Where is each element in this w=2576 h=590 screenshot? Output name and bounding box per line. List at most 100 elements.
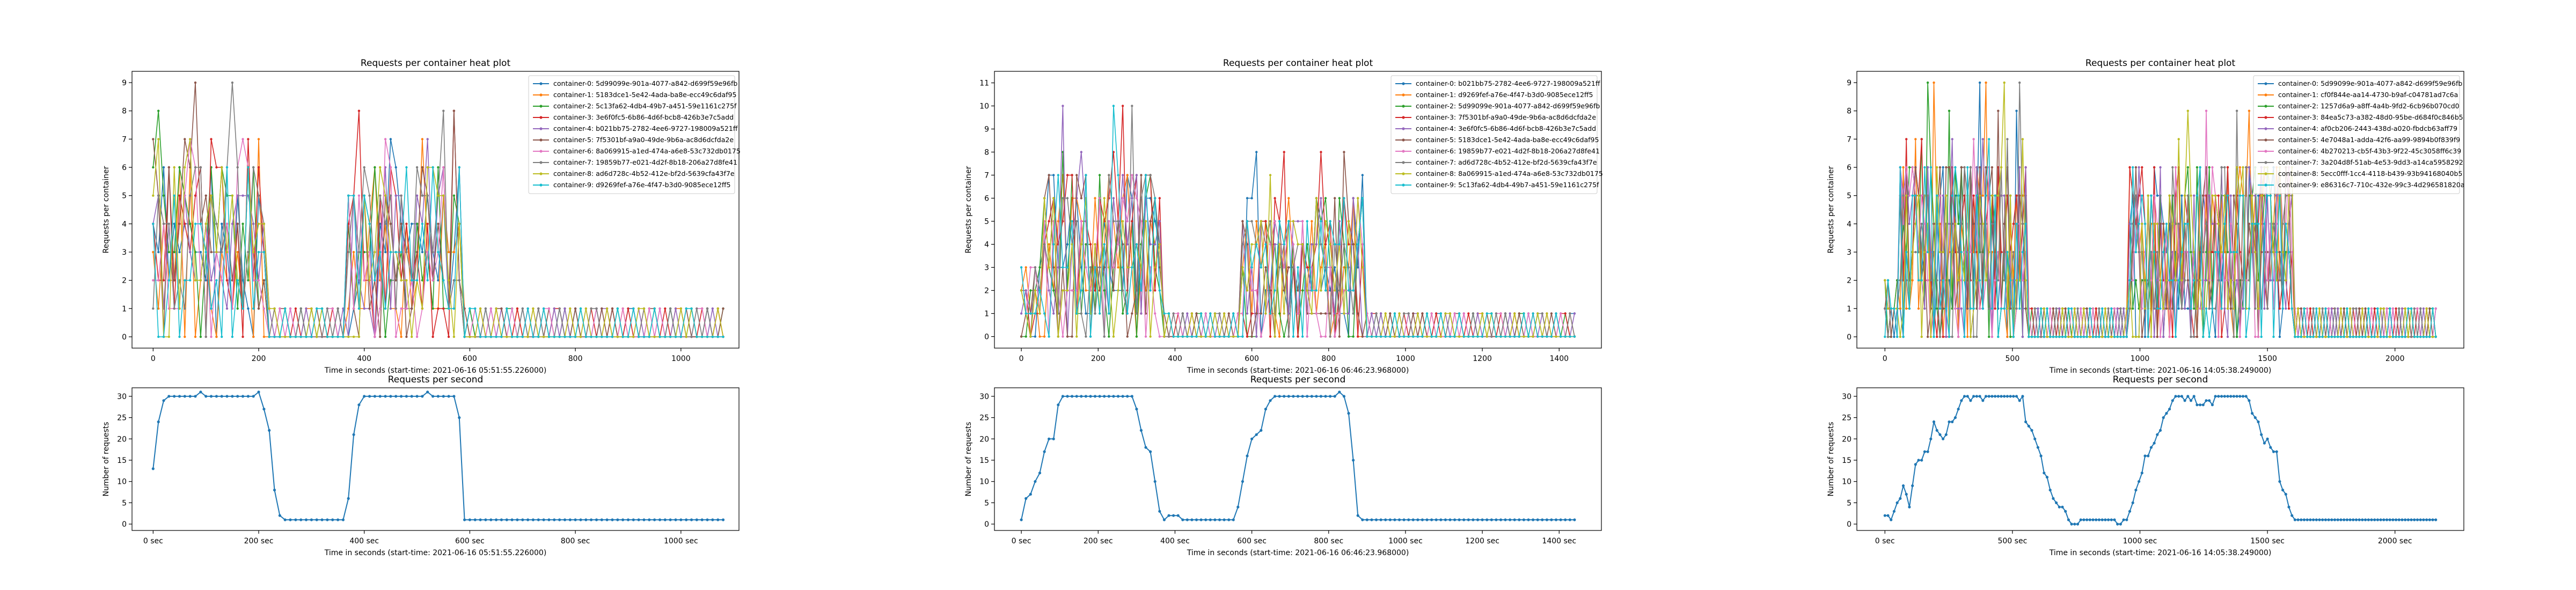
data-point xyxy=(2229,279,2232,282)
data-point xyxy=(342,335,345,338)
y-tick-label: 1 xyxy=(122,305,127,313)
axes-frame xyxy=(131,387,740,531)
data-point xyxy=(2037,307,2039,310)
data-point xyxy=(627,335,630,338)
data-point xyxy=(1370,335,1373,338)
data-point xyxy=(194,395,197,398)
data-point xyxy=(1117,289,1119,292)
y-tick-label: 4 xyxy=(122,220,127,228)
data-point xyxy=(1923,250,1926,254)
data-point xyxy=(2024,279,2027,282)
data-point xyxy=(616,518,619,521)
data-point xyxy=(1154,312,1157,315)
data-point xyxy=(157,250,160,254)
data-point xyxy=(547,307,551,310)
data-point xyxy=(2315,518,2318,521)
data-point xyxy=(1301,335,1304,338)
data-point xyxy=(1177,335,1180,338)
data-point xyxy=(1951,420,1954,424)
data-point xyxy=(2260,194,2263,197)
data-point xyxy=(1485,518,1489,521)
data-point xyxy=(1985,166,1987,169)
legend-entry: container-9: e86316c7-710c-432e-99c3-4d2… xyxy=(2278,181,2465,189)
data-point xyxy=(184,307,186,310)
data-point xyxy=(1374,518,1378,521)
data-point xyxy=(2015,223,2018,225)
data-point xyxy=(151,467,155,470)
data-point xyxy=(379,223,382,225)
data-point xyxy=(674,307,677,310)
data-point xyxy=(1926,194,1929,197)
data-point xyxy=(421,279,424,282)
data-point xyxy=(1241,335,1244,338)
data-point xyxy=(590,518,593,521)
data-point xyxy=(1988,307,1990,310)
data-point xyxy=(2205,399,2208,402)
data-point xyxy=(400,395,403,398)
data-point xyxy=(1320,243,1322,246)
y-tick-label: 30 xyxy=(1842,393,1851,401)
data-point xyxy=(1985,81,1987,84)
data-point xyxy=(1476,335,1479,338)
data-point xyxy=(458,223,460,225)
data-point xyxy=(1071,243,1073,246)
x-tick-label: 400 xyxy=(1168,355,1182,363)
data-point xyxy=(2226,307,2229,310)
data-point xyxy=(2367,518,2370,521)
data-point xyxy=(1089,243,1092,246)
data-point xyxy=(1162,518,1166,521)
y-tick-label: 0 xyxy=(984,520,989,529)
data-point xyxy=(1121,174,1124,176)
data-point xyxy=(1034,335,1037,338)
data-point xyxy=(2171,335,2174,338)
data-point xyxy=(1213,312,1217,315)
data-point xyxy=(273,307,276,310)
data-point xyxy=(411,279,413,282)
data-point xyxy=(2211,194,2214,197)
data-point xyxy=(189,223,192,225)
data-point xyxy=(2244,395,2248,398)
data-point xyxy=(595,518,598,521)
data-point xyxy=(1357,312,1359,315)
data-point xyxy=(162,166,165,169)
data-point xyxy=(1948,223,1951,225)
data-point xyxy=(1121,243,1124,246)
data-point xyxy=(2245,166,2248,169)
data-point xyxy=(1199,335,1203,338)
data-point xyxy=(1043,450,1046,453)
data-point xyxy=(1458,518,1461,521)
data-point xyxy=(2422,335,2425,338)
legend: container-0: 5d99099e-901a-4077-a842-d69… xyxy=(2253,75,2465,194)
data-point xyxy=(1048,220,1050,223)
data-point xyxy=(2327,518,2330,521)
data-point xyxy=(1994,194,1996,197)
data-point xyxy=(605,518,609,521)
data-point xyxy=(2156,279,2158,282)
series-markers xyxy=(1020,105,1576,338)
data-point xyxy=(537,518,540,521)
legend-entry: container-6: 4b270213-cb5f-43b3-9f22-45c… xyxy=(2278,147,2461,155)
data-point xyxy=(452,307,456,310)
data-point xyxy=(1149,174,1152,176)
data-point xyxy=(1905,138,1908,141)
data-point xyxy=(2434,518,2438,521)
data-point xyxy=(1960,307,1963,310)
data-point xyxy=(426,194,429,197)
data-point xyxy=(1080,220,1083,223)
data-point xyxy=(1966,166,1969,169)
data-point xyxy=(1536,518,1539,521)
data-point xyxy=(2186,223,2189,225)
data-point xyxy=(1890,335,1892,338)
data-point xyxy=(500,307,503,310)
data-point xyxy=(2180,279,2183,282)
data-point xyxy=(2364,518,2367,521)
legend-entry: container-9: d9269fef-a76e-4f47-b3d0-908… xyxy=(553,181,731,189)
data-point xyxy=(1135,335,1138,338)
data-point xyxy=(1926,166,1929,169)
data-point xyxy=(526,335,529,338)
data-point xyxy=(1430,312,1433,315)
data-point xyxy=(1274,395,1277,398)
data-point xyxy=(1176,514,1180,517)
data-point xyxy=(1569,335,1571,338)
data-point xyxy=(320,518,324,521)
